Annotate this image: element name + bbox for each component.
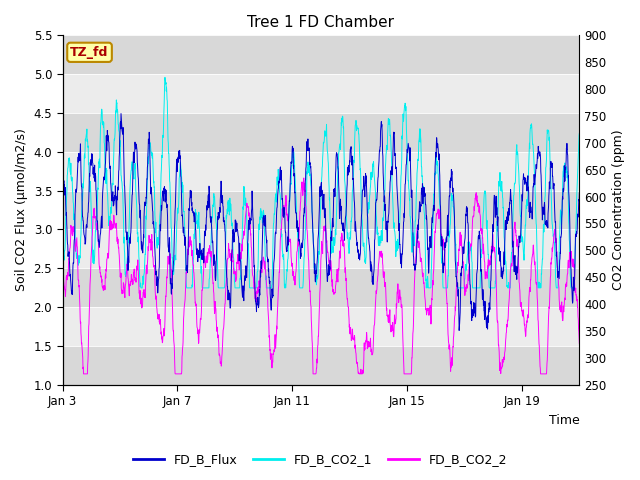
Bar bbox=[63, 152, 579, 191]
X-axis label: Time: Time bbox=[548, 414, 579, 427]
Title: Tree 1 FD Chamber: Tree 1 FD Chamber bbox=[248, 15, 394, 30]
Bar bbox=[63, 229, 579, 268]
Legend: FD_B_Flux, FD_B_CO2_1, FD_B_CO2_2: FD_B_Flux, FD_B_CO2_1, FD_B_CO2_2 bbox=[128, 448, 512, 471]
Y-axis label: Soil CO2 Flux (μmol/m2/s): Soil CO2 Flux (μmol/m2/s) bbox=[15, 129, 28, 291]
Bar bbox=[63, 307, 579, 346]
Bar bbox=[63, 74, 579, 113]
Y-axis label: CO2 Concentration (ppm): CO2 Concentration (ppm) bbox=[612, 130, 625, 290]
Text: TZ_fd: TZ_fd bbox=[70, 46, 109, 59]
